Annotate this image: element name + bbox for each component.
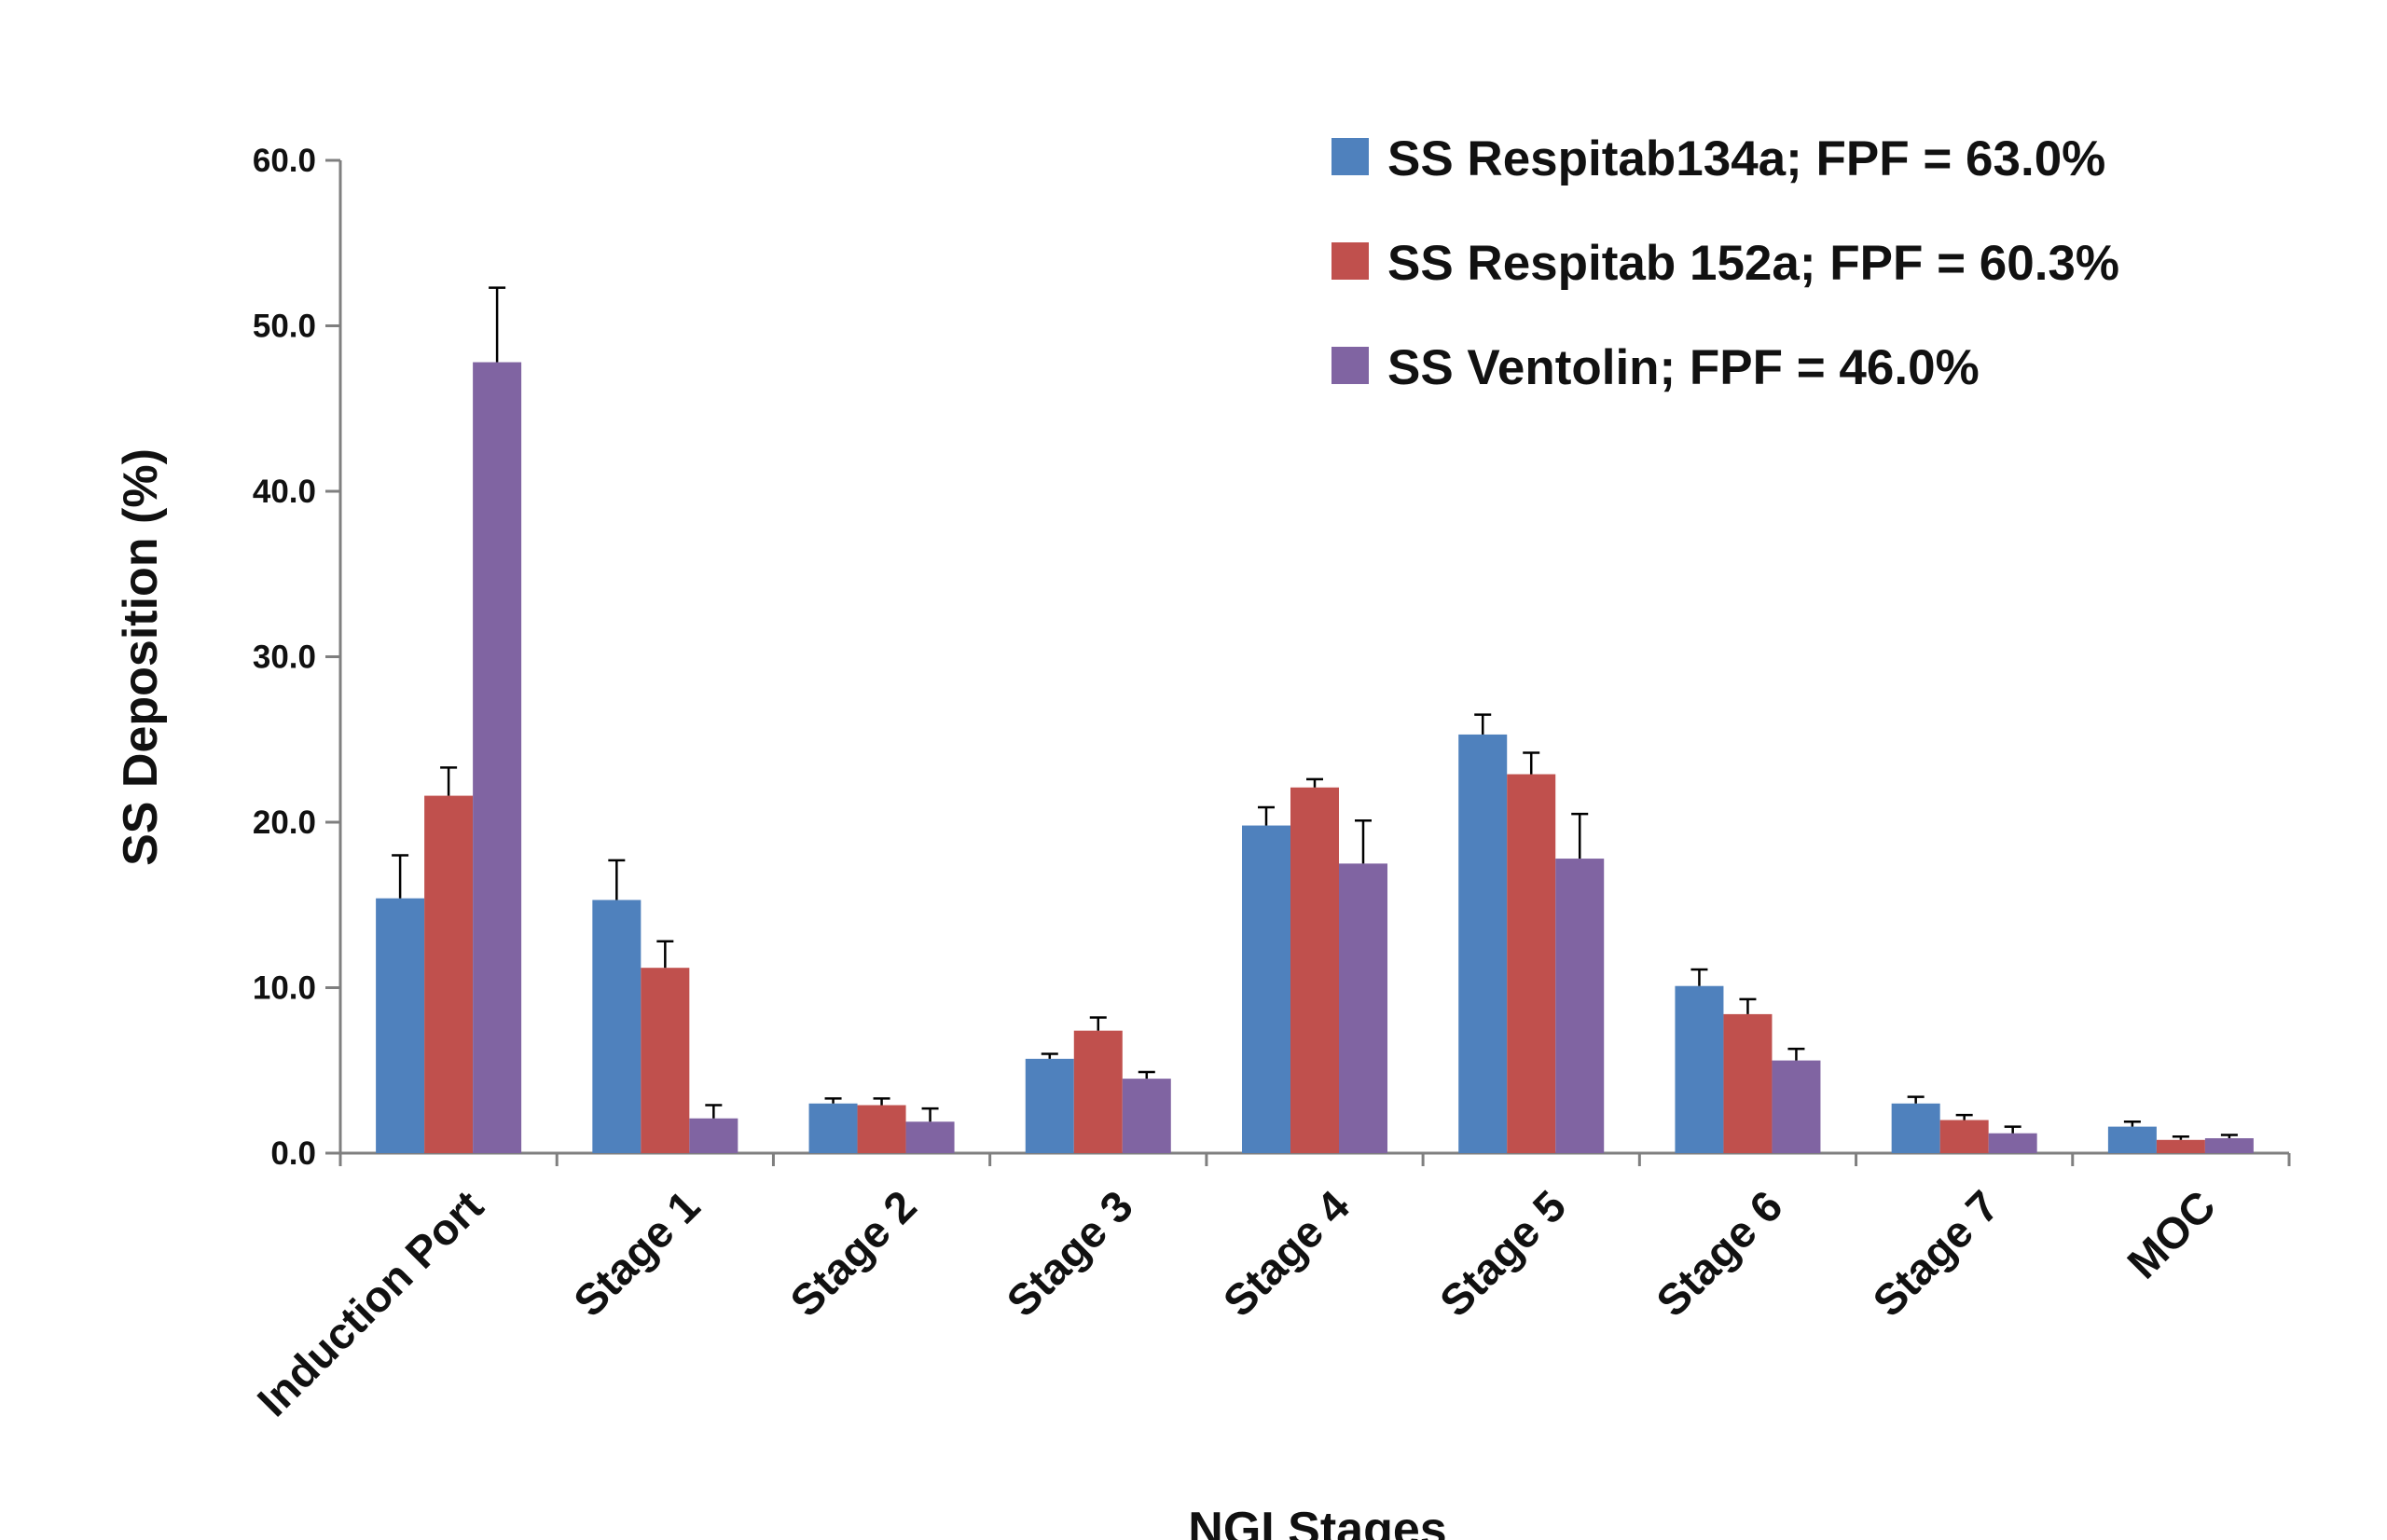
x-tick-label: Stage 2 (780, 1181, 926, 1327)
bar (1507, 774, 1556, 1153)
bar (1025, 1058, 1074, 1153)
x-tick-label: MOC (2118, 1181, 2225, 1288)
error-bars (392, 286, 2238, 1140)
y-tick-label: 60.0 (253, 143, 316, 179)
x-tick-label: Stage 4 (1213, 1181, 1359, 1327)
bar (1555, 859, 1605, 1153)
bar (1723, 1013, 1773, 1153)
legend-label: SS Respitab134a; FPF = 63.0% (1387, 131, 2105, 186)
bar (1458, 734, 1508, 1153)
bar (1988, 1133, 2037, 1153)
bar (1122, 1079, 1171, 1153)
y-tick-label: 10.0 (253, 970, 316, 1007)
y-axis: 0.0 10.0 20.0 30.0 40.0 50.0 60.0 (253, 143, 342, 1172)
bar (1939, 1120, 1989, 1153)
y-tick-label: 40.0 (253, 474, 316, 510)
bar (1242, 825, 1290, 1153)
bar (1772, 1060, 1821, 1153)
bar (2107, 1126, 2157, 1153)
bars (376, 362, 2254, 1153)
x-tick-label: Stage 6 (1647, 1181, 1792, 1327)
x-tick-label: Stage 5 (1430, 1181, 1576, 1327)
y-axis-title: SS Deposition (%) (114, 448, 168, 866)
y-tick-label: 50.0 (253, 309, 316, 345)
bar (808, 1103, 858, 1153)
y-tick-label: 20.0 (253, 804, 316, 841)
legend-label: SS Ventolin; FPF = 46.0% (1387, 340, 1980, 395)
legend-swatch (1331, 242, 1369, 280)
bar (2204, 1138, 2254, 1153)
x-axis: Induction Port Stage 1 Stage 2 Stage 3 Stage… (247, 1151, 2291, 1425)
bar (905, 1121, 955, 1153)
bar (1290, 787, 1339, 1153)
x-tick-label: Stage 3 (997, 1181, 1142, 1327)
legend-swatch (1331, 347, 1369, 384)
x-tick-label: Stage 1 (564, 1181, 710, 1327)
bar (2156, 1139, 2205, 1153)
x-tick-label: Stage 7 (1863, 1181, 2008, 1327)
bar (376, 898, 425, 1153)
bar (473, 362, 522, 1153)
bar (1675, 985, 1724, 1153)
bar (1073, 1030, 1123, 1153)
x-axis-title: NGI Stages (1188, 1503, 1446, 1540)
bar (1891, 1103, 1940, 1153)
legend: SS Respitab134a; FPF = 63.0% SS Respitab … (1331, 131, 2119, 395)
legend-swatch (1331, 138, 1369, 175)
bar (424, 795, 474, 1153)
x-tick-label: Induction Port (247, 1180, 492, 1425)
y-tick-label: 30.0 (253, 639, 316, 676)
bar (689, 1118, 738, 1153)
bar (641, 968, 690, 1153)
legend-label: SS Respitab 152a; FPF = 60.3% (1387, 236, 2119, 291)
bar (1339, 863, 1387, 1153)
y-tick-label: 0.0 (270, 1135, 316, 1172)
bar (592, 900, 642, 1153)
bar (857, 1105, 906, 1153)
